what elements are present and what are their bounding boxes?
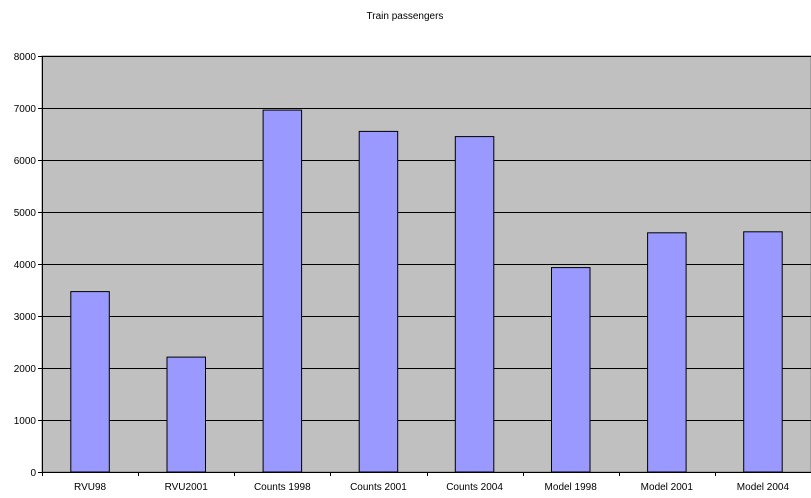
y-tick-label: 2000 [14, 364, 37, 375]
y-tick-label: 7000 [14, 104, 37, 115]
x-category-label: RVU98 [74, 482, 106, 493]
x-category-label: Model 1998 [545, 482, 598, 493]
x-category-label: Counts 1998 [254, 482, 311, 493]
bar-rvu98 [70, 291, 110, 473]
y-tick-label: 0 [30, 468, 36, 479]
x-category-label: RVU2001 [165, 482, 209, 493]
bar-model-2004 [743, 231, 783, 473]
bar-counts-2004 [454, 136, 495, 473]
x-category-label: Model 2001 [641, 482, 694, 493]
y-tick-label: 1000 [14, 416, 37, 427]
x-category-label: Counts 2001 [350, 482, 407, 493]
y-tick-label: 3000 [14, 312, 37, 323]
y-tick-label: 5000 [14, 208, 37, 219]
bar-rvu2001 [166, 356, 206, 473]
y-tick-label: 4000 [14, 260, 37, 271]
bar-model-2001 [647, 232, 687, 473]
x-category-label: Model 2004 [737, 482, 790, 493]
bars [70, 109, 783, 473]
y-tick-label: 6000 [14, 156, 37, 167]
bar-model-1998 [551, 267, 591, 473]
bar-counts-2001 [358, 130, 399, 473]
y-axis-ticks: 0 1000 2000 3000 4000 5000 6000 7000 8000 [14, 52, 42, 479]
x-category-label: Counts 2004 [446, 482, 503, 493]
chart-title: Train passengers [367, 11, 444, 22]
x-axis-labels: RVU98 RVU2001 Counts 1998 Counts 2001 Counts… [42, 472, 790, 493]
y-tick-label: 8000 [14, 52, 37, 63]
bar-counts-1998 [262, 109, 303, 473]
